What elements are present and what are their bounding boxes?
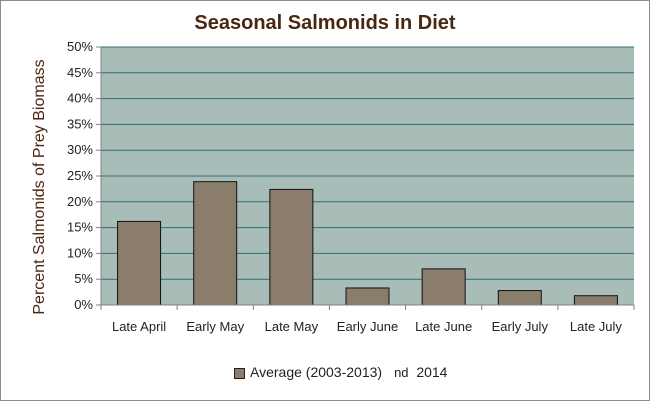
y-tick-label: 50% <box>67 39 93 54</box>
x-tick-label: Late June <box>415 319 472 334</box>
legend-clipped-text: nd <box>394 365 409 380</box>
bar <box>497 290 542 306</box>
legend-swatch-average <box>234 367 245 379</box>
y-tick-label: 35% <box>67 116 93 131</box>
y-tick-label: 20% <box>67 194 93 209</box>
bar <box>345 287 390 306</box>
x-tick-label: Late April <box>112 319 166 334</box>
x-tick-label: Early July <box>492 319 549 334</box>
y-tick-label: 25% <box>67 168 93 183</box>
y-tick-label: 10% <box>67 245 93 260</box>
x-tick-label: Late July <box>570 319 623 334</box>
y-tick-label: 45% <box>67 65 93 80</box>
bar <box>117 220 162 306</box>
bar <box>193 181 238 306</box>
legend: Average (2003-2013) nd 2014 <box>234 364 447 380</box>
x-tick-label: Early May <box>186 319 244 334</box>
x-tick-label: Early June <box>337 319 398 334</box>
y-tick-label: 0% <box>74 297 93 312</box>
y-tick-label: 5% <box>74 271 93 286</box>
bar <box>269 188 314 306</box>
chart-title: Seasonal Salmonids in Diet <box>194 12 456 34</box>
x-tick-label: Late May <box>265 319 319 334</box>
legend-label-average: Average (2003-2013) <box>250 364 383 380</box>
legend-label-2014: 2014 <box>416 364 448 380</box>
y-tick-label: 30% <box>67 142 93 157</box>
y-tick-label: 15% <box>67 220 93 235</box>
y-tick-label: 40% <box>67 91 93 106</box>
bar <box>421 268 466 306</box>
bar <box>573 295 618 306</box>
